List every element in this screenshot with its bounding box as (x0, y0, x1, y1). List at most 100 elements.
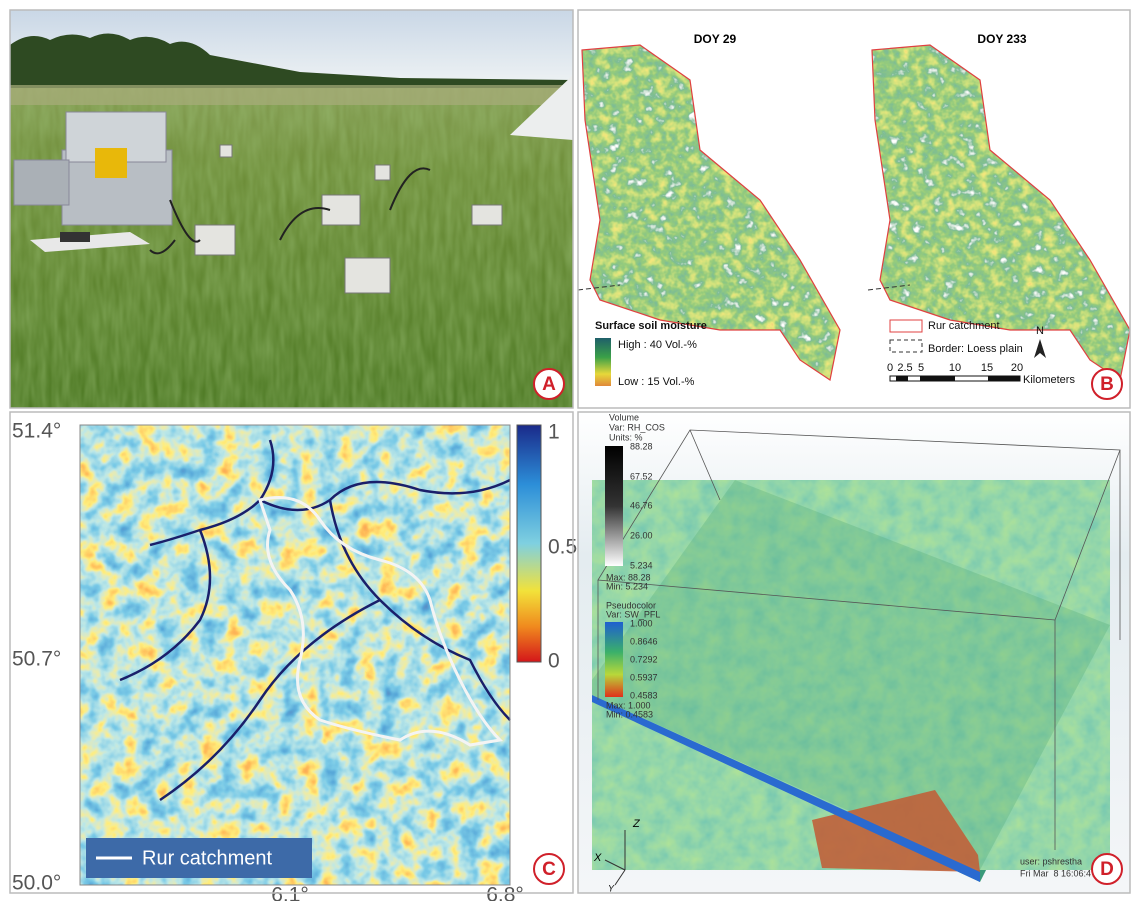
volume-colorbar (605, 446, 623, 566)
legend-border-swatch (889, 339, 923, 353)
panel-label: B (1100, 374, 1114, 395)
terrain (592, 480, 1110, 870)
scale-bar (889, 375, 1021, 382)
legend-catchment-swatch (889, 319, 923, 333)
panel-label: A (542, 374, 556, 395)
river (328, 499, 511, 721)
date-label: Fri Mar 8 16:06:47 20 (1020, 868, 1109, 878)
legend-colorbar (595, 338, 611, 386)
cable (169, 199, 201, 243)
volume-legend: Volume (609, 412, 639, 422)
panel-label: C (542, 859, 556, 880)
colorbar (516, 424, 542, 663)
river (119, 529, 212, 682)
volume-tick: 26.00 (630, 530, 653, 540)
catchment-outline (258, 496, 504, 747)
catchment-outline (581, 44, 841, 381)
pseudo-tick: 0.8646 (630, 636, 658, 646)
terrain-tint (592, 480, 1110, 870)
scale-unit: Kilometers (1023, 374, 1075, 386)
volume-tick: 5.234 (630, 560, 653, 570)
scale-segment (896, 376, 908, 381)
y-label: 51.4° (12, 420, 61, 443)
cable (149, 239, 176, 255)
panel-b: DOY 29 DOY 233 Surface soil moisture Hig… (577, 10, 1131, 408)
cable (389, 167, 431, 211)
north-arrow (1034, 339, 1046, 358)
scale-label: 5 (918, 362, 924, 374)
frame (577, 9, 1131, 409)
battery (95, 148, 127, 178)
legend-label: Rur catchment (142, 847, 272, 869)
heatmap (80, 425, 510, 885)
axis-label: Z (632, 818, 641, 830)
frame (9, 411, 574, 894)
river (159, 598, 381, 802)
panel-badge (1091, 368, 1123, 400)
river (259, 478, 511, 512)
panel-badge (1091, 853, 1123, 885)
box-edge (689, 429, 721, 501)
panel-label: D (1100, 859, 1114, 880)
volume-tick: 67.52 (630, 471, 653, 481)
panel-c: 1 0.5 0 51.4° 50.7° 50.0° 6.1° 6.8° Rur … (10, 412, 577, 901)
scale-label: 15 (981, 362, 993, 374)
volume-range: Min: 5.234 (606, 581, 648, 591)
panel-a: A (10, 10, 573, 408)
distant-field (10, 85, 573, 105)
scale-label: 20 (1011, 362, 1023, 374)
sensors (194, 144, 503, 294)
scale-segment (920, 376, 955, 381)
axis-triad (604, 830, 626, 886)
pseudo-tick: 0.4583 (630, 690, 658, 700)
volume-range: Max: 88.28 (606, 572, 651, 582)
user-label: user: pshrestha (1020, 856, 1082, 866)
red-patch (812, 790, 980, 872)
frame (9, 9, 574, 409)
map-title: DOY 29 (694, 32, 737, 46)
map-title: DOY 233 (977, 32, 1026, 46)
tree-line (10, 33, 573, 88)
pseudo-range: Min: 0.4583 (606, 709, 653, 719)
sensor (194, 224, 236, 256)
laptop (60, 232, 90, 242)
loess-border (867, 284, 911, 291)
volume-tick: 46.76 (630, 500, 653, 510)
axis-x (604, 859, 626, 871)
case-small (13, 159, 70, 206)
river (149, 439, 275, 547)
pseudo-colorbar (605, 622, 623, 697)
scale-segment (988, 376, 1020, 381)
sensor (344, 257, 391, 294)
legend-border: Border: Loess plain (928, 343, 1023, 355)
volume-tick: 88.28 (630, 441, 653, 451)
pseudo-tick: 0.7292 (630, 654, 658, 664)
frame (577, 411, 1131, 894)
y-label: 50.7° (12, 648, 61, 671)
map-frame (79, 424, 511, 886)
panel-badge (533, 368, 565, 400)
pseudo-legend: Var: SW_PFL (606, 609, 660, 619)
pseudo-legend: Pseudocolor (606, 600, 656, 610)
legend-high: High : 40 Vol.-% (618, 339, 697, 351)
sensor (219, 144, 233, 158)
sensor (471, 204, 503, 226)
volume-legend: Var: RH_COS (609, 422, 665, 432)
bounding-box (597, 429, 1121, 850)
scale-label: 0 (887, 362, 893, 374)
legend-low: Low : 15 Vol.-% (618, 376, 695, 388)
pseudo-range: Max: 1.000 (606, 700, 651, 710)
panel-frames (9, 9, 1131, 894)
pseudo-tick: 1.000 (630, 618, 653, 628)
scale-label: 2.5 (897, 362, 912, 374)
legend-catchment: Rur catchment (928, 320, 1000, 332)
sensor (374, 164, 391, 181)
axis-label: X (593, 852, 602, 864)
cable (279, 207, 331, 241)
colorbar-label: 1 (548, 421, 560, 444)
axis-y (614, 869, 626, 886)
volume-legend: Units: % (609, 432, 643, 442)
loess-border (577, 284, 621, 291)
legend-title: Surface soil moisture (595, 320, 707, 332)
